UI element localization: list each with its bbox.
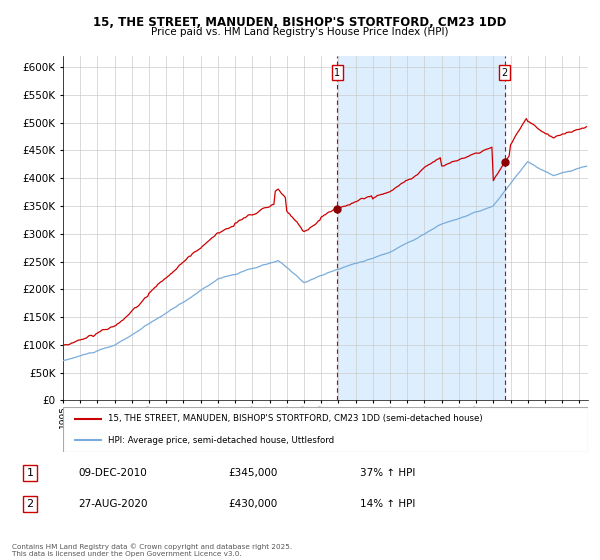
Text: 15, THE STREET, MANUDEN, BISHOP'S STORTFORD, CM23 1DD: 15, THE STREET, MANUDEN, BISHOP'S STORTF… (94, 16, 506, 29)
Text: 15, THE STREET, MANUDEN, BISHOP'S STORTFORD, CM23 1DD (semi-detached house): 15, THE STREET, MANUDEN, BISHOP'S STORTF… (107, 414, 482, 423)
Text: 1: 1 (26, 468, 34, 478)
Text: 1: 1 (334, 68, 340, 78)
Bar (337, 56, 505, 400)
Text: Contains HM Land Registry data © Crown copyright and database right 2025.
This d: Contains HM Land Registry data © Crown c… (12, 544, 292, 557)
Text: 37% ↑ HPI: 37% ↑ HPI (360, 468, 415, 478)
Text: £345,000: £345,000 (228, 468, 277, 478)
Text: 14% ↑ HPI: 14% ↑ HPI (360, 499, 415, 509)
Text: 2: 2 (26, 499, 34, 509)
Text: Price paid vs. HM Land Registry's House Price Index (HPI): Price paid vs. HM Land Registry's House … (151, 27, 449, 37)
Text: £430,000: £430,000 (228, 499, 277, 509)
Text: 27-AUG-2020: 27-AUG-2020 (78, 499, 148, 509)
Text: 2: 2 (502, 68, 508, 78)
Text: HPI: Average price, semi-detached house, Uttlesford: HPI: Average price, semi-detached house,… (107, 436, 334, 445)
Text: 09-DEC-2010: 09-DEC-2010 (78, 468, 147, 478)
